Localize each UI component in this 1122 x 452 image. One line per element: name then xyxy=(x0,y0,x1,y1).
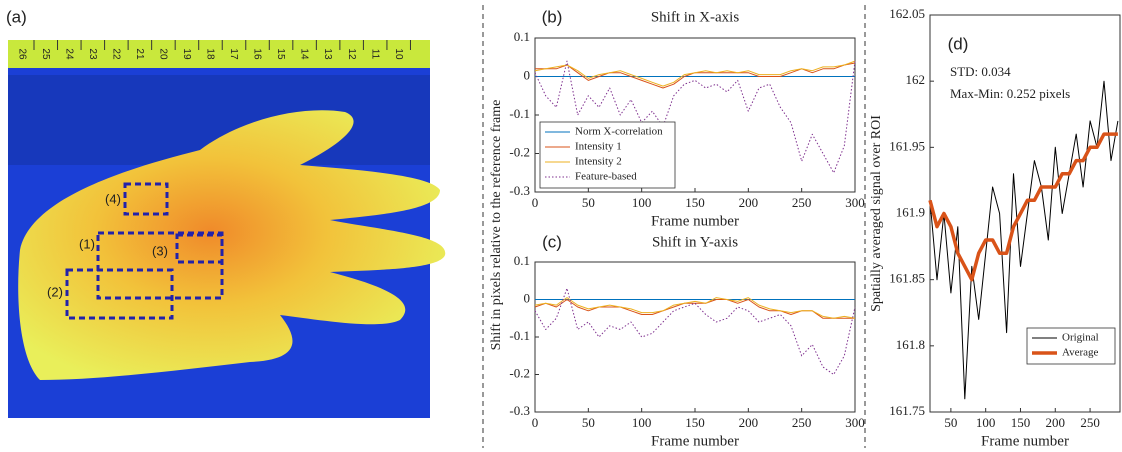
y-tick-label: -0.1 xyxy=(509,328,530,343)
ruler-labels: 26 25 24 23 22 21 20 19 18 17 16 15 14 13 12 11 10 xyxy=(16,40,411,60)
y-tick-label: 161.85 xyxy=(889,271,925,286)
x-tick-label: 200 xyxy=(1046,415,1066,430)
legend-label: Norm X-correlation xyxy=(575,126,663,138)
y-tick-label: 161.75 xyxy=(889,403,925,418)
roi-label: (3) xyxy=(152,243,168,258)
x-axis-label: Frame number xyxy=(981,433,1069,449)
data-line xyxy=(928,132,1118,282)
x-tick-label: 150 xyxy=(1011,415,1031,430)
x-tick-label: 100 xyxy=(632,195,652,210)
ruler-label: 26 xyxy=(16,48,27,60)
legend-label: Intensity 2 xyxy=(575,156,622,168)
x-tick-label: 250 xyxy=(792,195,812,210)
x-axis-label: Frame number xyxy=(651,213,739,229)
y-tick-label: 162.05 xyxy=(889,6,925,21)
roi-label: (4) xyxy=(105,191,121,206)
ruler-label: 22 xyxy=(110,48,121,60)
x-tick-label: 100 xyxy=(632,415,652,430)
shared-y-label: Shift in pixels relative to the referenc… xyxy=(489,100,504,351)
y-tick-label: -0.1 xyxy=(509,106,530,121)
x-tick-label: 300 xyxy=(845,195,865,210)
legend-label: Average xyxy=(1062,347,1099,359)
x-tick-label: 250 xyxy=(792,415,812,430)
roi-box xyxy=(175,233,224,264)
panel-label: (a) xyxy=(6,7,27,26)
ruler xyxy=(8,40,430,68)
y-tick-label: 0.1 xyxy=(514,253,530,268)
roi-label: (1) xyxy=(79,236,95,251)
y-tick-label: 161.95 xyxy=(889,138,925,153)
x-tick-label: 200 xyxy=(739,415,759,430)
y-tick-label: -0.3 xyxy=(509,403,530,418)
x-tick-label: 150 xyxy=(685,195,705,210)
ruler-label: 12 xyxy=(346,48,357,60)
x-axis-label: Frame number xyxy=(651,433,739,449)
roi-boxes xyxy=(65,182,224,320)
legend-label: Feature-based xyxy=(575,171,637,183)
x-tick-label: 50 xyxy=(582,415,595,430)
x-tick-label: 200 xyxy=(739,195,759,210)
data-line xyxy=(534,60,856,174)
data-line xyxy=(534,287,856,375)
panel-label: (d) xyxy=(948,34,969,53)
ruler-label: 14 xyxy=(299,48,310,60)
annotation: Max-Min: 0.252 pixels xyxy=(950,86,1070,101)
x-tick-label: 0 xyxy=(532,415,539,430)
legend-label: Original xyxy=(1062,332,1099,344)
y-axis-label: Spatially averaged signal over ROI xyxy=(869,115,884,312)
y-tick-label: -0.3 xyxy=(509,183,530,198)
annotation: STD: 0.034 xyxy=(950,64,1011,79)
ruler-label: 19 xyxy=(181,48,192,60)
x-tick-label: 0 xyxy=(532,195,539,210)
panel-label: (b) xyxy=(542,7,563,26)
panel-label: (c) xyxy=(542,232,562,251)
ruler-label: 23 xyxy=(87,48,98,60)
ruler-label: 18 xyxy=(205,48,216,60)
ruler-label: 16 xyxy=(252,48,263,60)
y-tick-label: 161.8 xyxy=(896,337,925,352)
ruler-label: 10 xyxy=(393,48,404,60)
ruler-label: 15 xyxy=(275,48,286,60)
y-tick-label: 161.9 xyxy=(896,204,925,219)
ruler-label: 21 xyxy=(134,48,145,60)
y-tick-label: -0.2 xyxy=(509,365,530,380)
y-tick-label: 0 xyxy=(524,67,531,82)
chart-title: Shift in Y-axis xyxy=(652,234,738,250)
y-tick-label: 0.1 xyxy=(514,29,530,44)
panel-a: (a) 26 25 24 23 22 21 20 19 18 17 16 15 14 13 12 11 10 (… xyxy=(6,7,446,418)
ruler-label: 20 xyxy=(158,48,169,60)
ruler-label: 11 xyxy=(369,49,380,60)
data-line xyxy=(535,62,856,89)
data-line xyxy=(534,60,856,87)
plot-frame xyxy=(534,261,856,413)
legend-box xyxy=(1026,327,1116,365)
y-tick-label: 0 xyxy=(524,290,531,305)
data-line xyxy=(534,297,856,319)
hand xyxy=(18,110,446,380)
roi-box xyxy=(96,231,224,300)
roi-label: (2) xyxy=(47,284,63,299)
x-tick-label: 300 xyxy=(845,415,865,430)
legend-label: Intensity 1 xyxy=(575,141,622,153)
data-line xyxy=(534,299,855,319)
x-tick-label: 250 xyxy=(1080,415,1100,430)
chart-title: Shift in X-axis xyxy=(651,9,739,25)
ruler-label: 17 xyxy=(228,48,239,60)
ruler-label: 25 xyxy=(40,48,51,60)
ruler-label: 13 xyxy=(322,48,333,60)
roi-box xyxy=(65,268,174,320)
ruler-label: 24 xyxy=(63,48,74,60)
y-tick-label: -0.2 xyxy=(509,144,530,159)
x-tick-label: 150 xyxy=(685,415,705,430)
x-tick-label: 50 xyxy=(582,195,595,210)
y-tick-label: 162 xyxy=(906,72,926,87)
x-tick-label: 50 xyxy=(944,415,957,430)
roi-box xyxy=(123,182,169,216)
x-tick-label: 100 xyxy=(976,415,996,430)
